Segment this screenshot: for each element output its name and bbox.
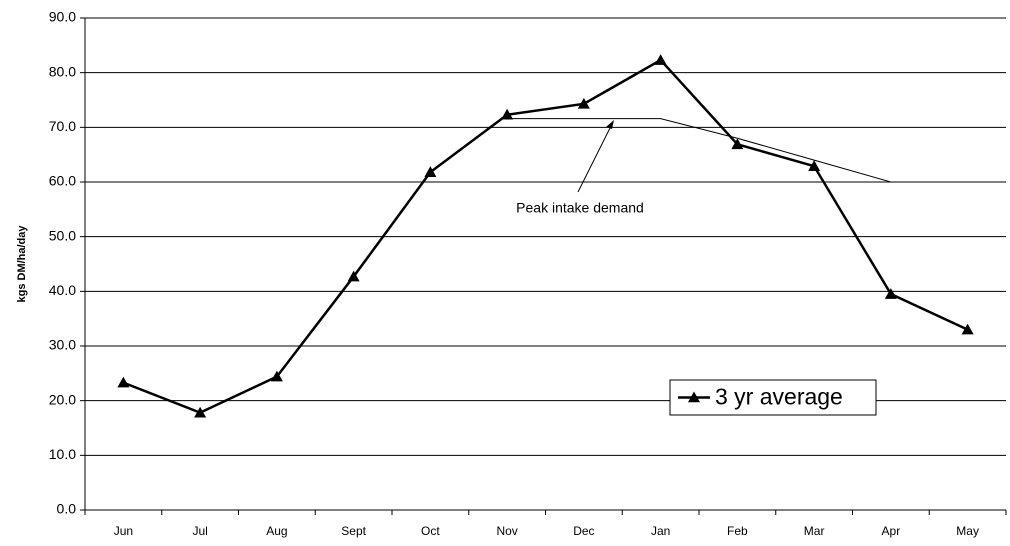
x-tick-label: Feb [727, 524, 748, 538]
legend-marker [688, 391, 700, 403]
data-point [654, 54, 667, 65]
data-point [347, 270, 360, 282]
x-tick-label: Nov [496, 524, 517, 538]
data-point [194, 406, 207, 418]
x-tick-label: Oct [421, 524, 440, 538]
y-tick-label: 60.0 [49, 173, 76, 189]
x-tick-label: Jul [192, 524, 207, 538]
x-tick-label: May [956, 524, 979, 538]
annotation-line [507, 118, 892, 183]
data-point [270, 370, 283, 382]
legend-label: 3 yr average [715, 384, 843, 410]
y-axis-label: kgs DM/ha/day [16, 225, 28, 303]
data-point [577, 97, 590, 109]
y-tick-label: 90.0 [49, 9, 76, 25]
data-line [122, 58, 969, 415]
x-tick-label: Jun [114, 524, 133, 538]
y-tick-label: 10.0 [49, 446, 76, 462]
data-point [501, 108, 514, 120]
x-tick-label: Apr [882, 524, 901, 538]
annotation-text: Peak intake demand [516, 200, 644, 216]
data-point [424, 166, 437, 177]
y-tick-label: 30.0 [49, 337, 76, 353]
x-tick-label: Dec [573, 524, 594, 538]
data-point [117, 376, 130, 388]
x-tick-label: Mar [804, 524, 825, 538]
y-tick-label: 70.0 [49, 118, 76, 134]
y-tick-label: 80.0 [49, 63, 76, 79]
x-tick-label: Sept [341, 524, 366, 538]
y-tick-label: 40.0 [49, 282, 76, 298]
data-point [731, 138, 744, 150]
x-tick-label: Jan [651, 524, 670, 538]
y-tick-label: 0.0 [57, 501, 77, 517]
data-point [808, 160, 821, 171]
annotation-arrowhead [606, 120, 614, 129]
y-tick-label: 20.0 [49, 391, 76, 407]
x-tick-label: Aug [266, 524, 287, 538]
annotation-arrow [577, 123, 613, 193]
data-point [961, 323, 974, 335]
data-point [884, 288, 897, 299]
y-tick-label: 50.0 [49, 227, 76, 243]
